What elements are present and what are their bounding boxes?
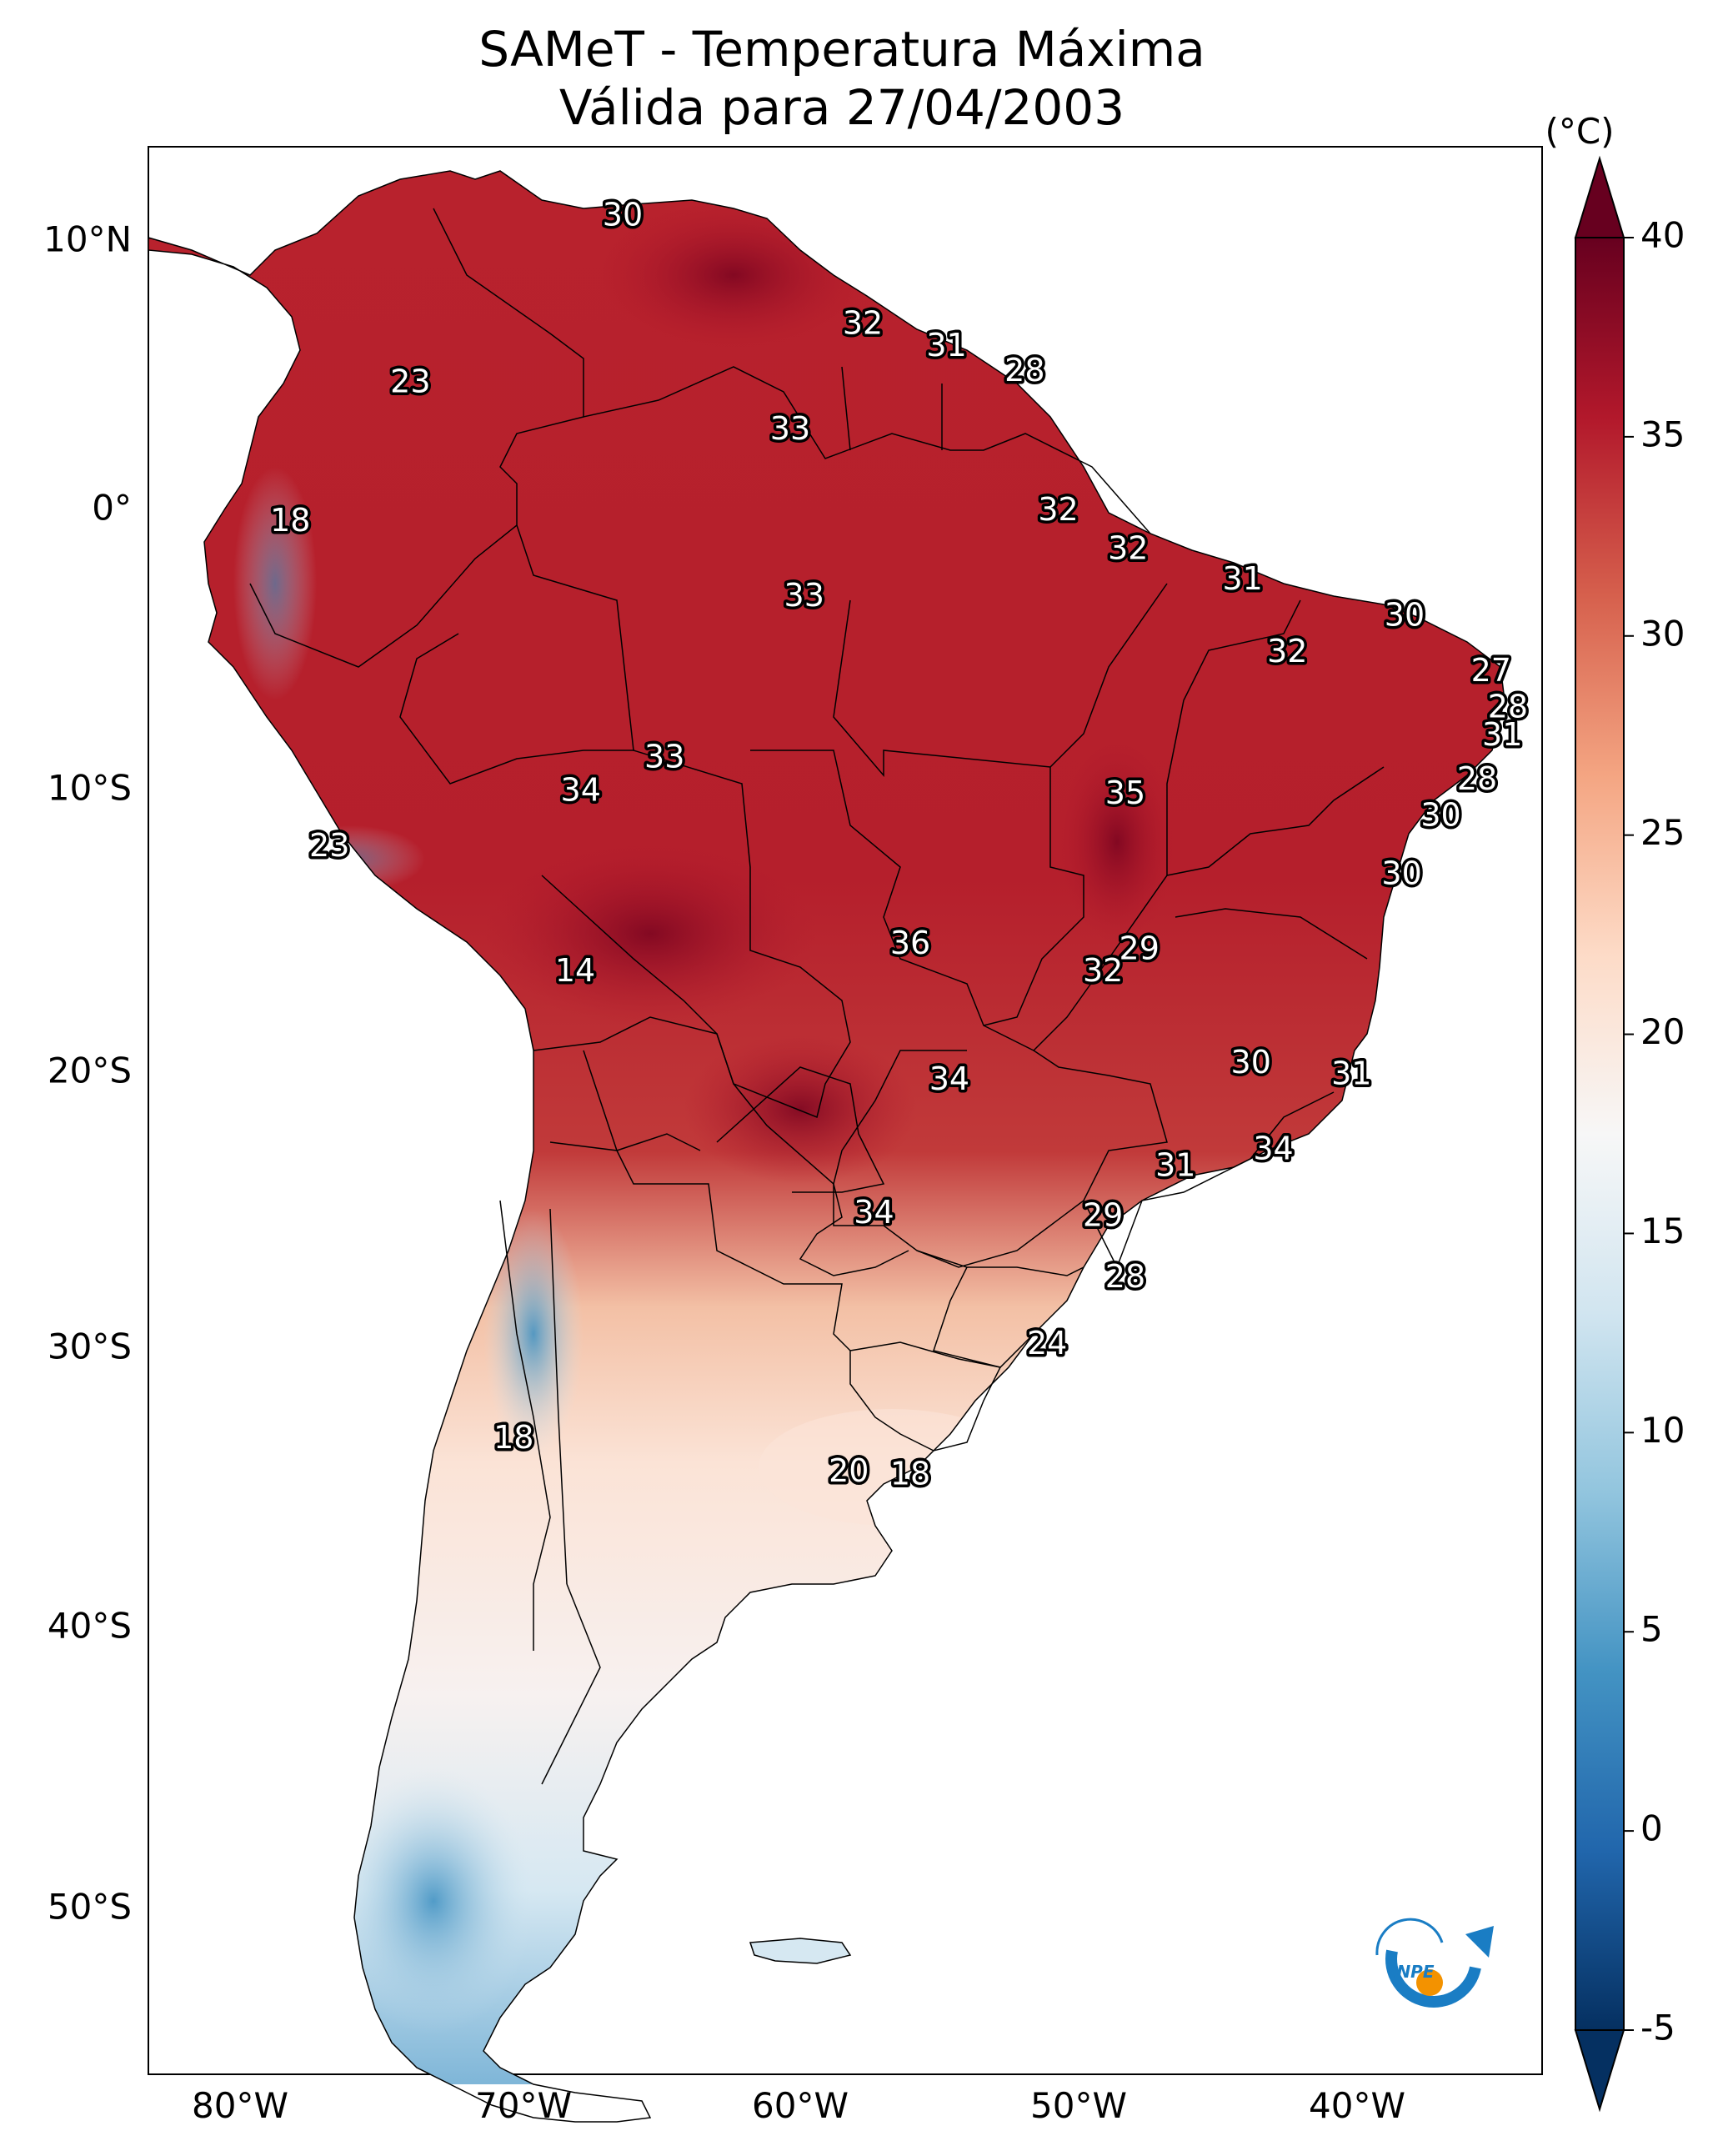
colorbar-unit-label: (°C) [1545,111,1614,152]
colorbar-ticks: 40 35 30 25 20 15 10 5 0 -5 [1624,215,1685,2048]
station-label: 30 [603,197,643,233]
chart-title-line1: SAMeT - Temperatura Máxima [478,21,1205,78]
station-label: 32 [1267,633,1307,669]
station-label: 24 [1027,1325,1067,1361]
chart-title-line2: Válida para 27/04/2003 [558,79,1125,136]
y-axis: 10°N 0° 10°S 20°S 30°S 40°S 50°S [43,219,132,1928]
x-tick-label: 50°W [1030,2085,1127,2126]
y-tick-label: 20°S [48,1050,132,1091]
station-label: 30 [1420,797,1460,834]
station-label: 35 [1105,775,1145,811]
x-tick-label: 70°W [475,2085,572,2126]
y-tick-label: 30°S [48,1326,132,1367]
station-label: 20 [829,1452,869,1489]
station-label: 30 [1231,1044,1271,1081]
station-label: 32 [843,305,883,342]
station-label: 32 [1038,491,1078,528]
colorbar-tick-label: 15 [1640,1211,1685,1251]
station-label: 18 [890,1456,930,1492]
station-label: 34 [929,1060,969,1097]
x-tick-label: 60°W [752,2085,849,2126]
station-label: 34 [1253,1131,1293,1167]
station-label: 18 [270,502,310,539]
x-tick-label: 80°W [192,2085,288,2126]
colorbar: 40 35 30 25 20 15 10 5 0 -5 (°C) [1545,111,1685,2113]
station-label: 28 [1457,760,1497,797]
colorbar-min-extension [1574,2029,1625,2113]
station-label: 31 [1155,1147,1195,1184]
y-tick-label: 0° [92,488,132,529]
station-label: 31 [1482,716,1522,753]
colorbar-tick-label: 35 [1640,414,1685,454]
station-label: 34 [854,1194,894,1231]
station-label: 28 [1004,352,1044,389]
logo-text: INPE [1390,1962,1435,1982]
station-label: 14 [555,952,595,989]
station-label: 34 [561,772,601,809]
colorbar-tick-label: 40 [1640,215,1685,256]
colorbar-tick-label: -5 [1640,2008,1675,2048]
station-label: 33 [644,739,684,775]
station-label: 23 [390,364,430,400]
logo-arrow-icon [1465,1926,1494,1958]
station-label: 18 [493,1419,533,1456]
station-label: 32 [1083,952,1123,989]
y-tick-label: 10°S [48,768,132,809]
colorbar-tick-label: 10 [1640,1410,1685,1451]
falkland-islands [749,1938,852,1964]
station-label: 28 [1105,1258,1145,1295]
station-label: 30 [1381,855,1421,892]
y-tick-label: 50°S [48,1887,132,1928]
station-label: 28 [1488,689,1528,725]
station-label: 33 [770,410,810,447]
colorbar-tick-label: 25 [1640,812,1685,853]
station-label: 23 [309,827,349,864]
station-label: 36 [890,925,930,961]
y-tick-label: 10°N [43,219,132,260]
colorbar-max-extension [1574,155,1625,238]
colorbar-tick-label: 0 [1640,1808,1663,1849]
coastline [148,170,1505,2123]
inpe-logo: INPE [1375,1918,1494,2008]
station-label: 31 [1222,560,1262,597]
station-label: 33 [784,577,824,614]
station-label: 30 [1385,597,1425,634]
colorbar-outline [1575,237,1625,2031]
logo-sun-icon [1416,1969,1443,1996]
colorbar-tick-label: 20 [1640,1011,1685,1052]
station-label: 29 [1119,930,1160,967]
logo-swoosh-icon [1385,1949,1481,2008]
x-axis: 80°W 70°W 60°W 50°W 40°W [192,2085,1405,2126]
y-tick-label: 40°S [48,1606,132,1647]
station-label: 32 [1108,530,1148,567]
x-tick-label: 40°W [1309,2085,1405,2126]
station-label: 27 [1471,652,1511,689]
station-label: 29 [1083,1197,1123,1234]
colorbar-tick-label: 30 [1640,613,1685,654]
political-borders [249,208,1385,1785]
station-label: 31 [926,327,966,364]
colorbar-tick-label: 5 [1640,1609,1663,1650]
station-label: 31 [1331,1055,1371,1092]
colorbar-bar [1575,238,1624,2030]
